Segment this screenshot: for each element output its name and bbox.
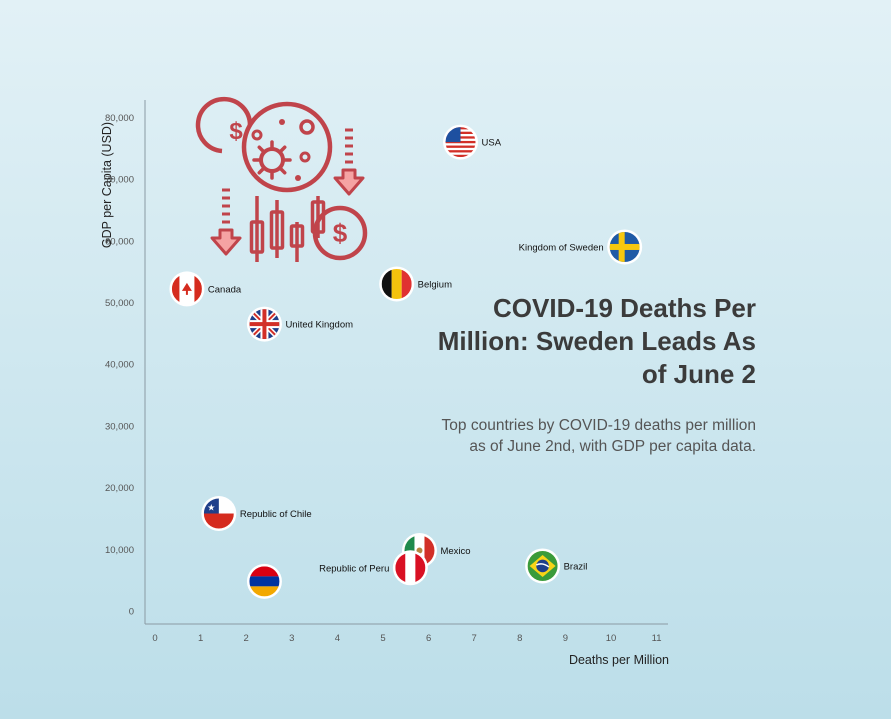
candle-body xyxy=(249,220,265,254)
sweden-flag-icon xyxy=(609,231,640,262)
data-point: United Kingdom xyxy=(246,306,353,342)
x-tick-label: 10 xyxy=(606,633,617,644)
dollar-sign: $ xyxy=(229,118,243,145)
uk-flag-icon xyxy=(249,309,280,340)
axes: 0 1 2 3 4 5 6 7 8 9 10 11 0 10,000 20,000 30,000 40,000 5… xyxy=(105,100,668,644)
point-label: Canada xyxy=(208,284,242,295)
point-label: USA xyxy=(482,138,502,149)
y-tick-label: 60,000 xyxy=(105,236,134,247)
coin-left xyxy=(195,96,253,154)
virus-dot xyxy=(295,175,301,181)
chart-title: COVID-19 Deaths Per Million: Sweden Lead… xyxy=(437,293,756,389)
x-tick-label: 4 xyxy=(335,633,340,644)
point-label: Republic of Chile xyxy=(240,509,312,520)
x-tick-label: 5 xyxy=(380,633,385,644)
dollar-sign: $ xyxy=(333,218,348,248)
virus-dot xyxy=(279,119,285,125)
data-point: Canada xyxy=(169,271,242,307)
canada-flag-icon xyxy=(171,273,202,304)
x-tick-label: 11 xyxy=(652,633,662,644)
candle-body xyxy=(269,210,285,250)
covid-economy-icon: $$ xyxy=(195,96,368,262)
chart-subtitle: Top countries by COVID-19 deaths per mil… xyxy=(441,417,756,455)
belgium-flag-icon xyxy=(381,268,412,299)
data-point: Brazil xyxy=(525,548,588,584)
points: USA Kingdom of Sweden Belgium Canada United … xyxy=(169,124,643,599)
candle-body xyxy=(310,200,326,234)
svg-text:★: ★ xyxy=(207,503,215,513)
x-tick-label: 0 xyxy=(152,633,157,644)
title-block: COVID-19 Deaths Per Million: Sweden Lead… xyxy=(426,292,756,457)
data-point: ★ Republic of Chile xyxy=(201,496,312,532)
y-tick-label: 0 xyxy=(129,607,134,618)
down-arrow-left-icon xyxy=(210,228,242,256)
virus-spike xyxy=(257,145,266,154)
virus-cell xyxy=(251,129,263,141)
virus-ring xyxy=(241,101,333,193)
point-label: Brazil xyxy=(564,561,588,572)
data-point: USA xyxy=(443,124,502,160)
x-tick-label: 6 xyxy=(426,633,431,644)
x-tick-label: 3 xyxy=(289,633,294,644)
candle-body xyxy=(289,224,305,248)
y-tick-label: 50,000 xyxy=(105,298,134,309)
data-point: Kingdom of Sweden xyxy=(519,229,643,265)
point-label: Belgium xyxy=(418,279,452,290)
virus-cell xyxy=(299,119,315,135)
peru-flag-icon xyxy=(395,552,426,583)
point-label: Kingdom of Sweden xyxy=(519,242,604,253)
usa-flag-icon xyxy=(445,127,476,158)
x-tick-label: 2 xyxy=(244,633,249,644)
y-tick-label: 10,000 xyxy=(105,545,134,556)
point-label: Mexico xyxy=(440,546,470,557)
y-tick-label: 80,000 xyxy=(105,113,134,124)
data-point: Belgium xyxy=(379,266,452,302)
virus-spike xyxy=(278,145,287,154)
point-label: Republic of Peru xyxy=(319,563,389,574)
y-tick-label: 70,000 xyxy=(105,175,134,186)
x-axis-label: Deaths per Million xyxy=(568,653,669,667)
y-tick-label: 40,000 xyxy=(105,360,134,371)
down-arrow-right-icon xyxy=(333,168,365,196)
virus-spike xyxy=(278,166,287,175)
y-tick-label: 20,000 xyxy=(105,483,134,494)
x-tick-label: 1 xyxy=(198,633,203,644)
point-label: United Kingdom xyxy=(285,320,353,331)
virus-cell xyxy=(299,151,311,163)
data-point: Republic of Peru xyxy=(319,550,428,586)
y-tick-label: 30,000 xyxy=(105,421,134,432)
virus-spike xyxy=(257,166,266,175)
x-tick-label: 9 xyxy=(563,633,568,644)
chile-flag-icon: ★ xyxy=(203,498,234,529)
armenia-flag-icon xyxy=(249,566,280,597)
brazil-flag-icon xyxy=(527,550,558,581)
x-tick-label: 8 xyxy=(517,633,522,644)
x-tick-label: 7 xyxy=(472,633,477,644)
y-axis-label: GDP per Capita (USD) xyxy=(100,121,114,249)
data-point xyxy=(246,563,282,599)
